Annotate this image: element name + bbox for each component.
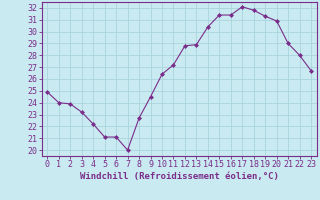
X-axis label: Windchill (Refroidissement éolien,°C): Windchill (Refroidissement éolien,°C) xyxy=(80,172,279,181)
